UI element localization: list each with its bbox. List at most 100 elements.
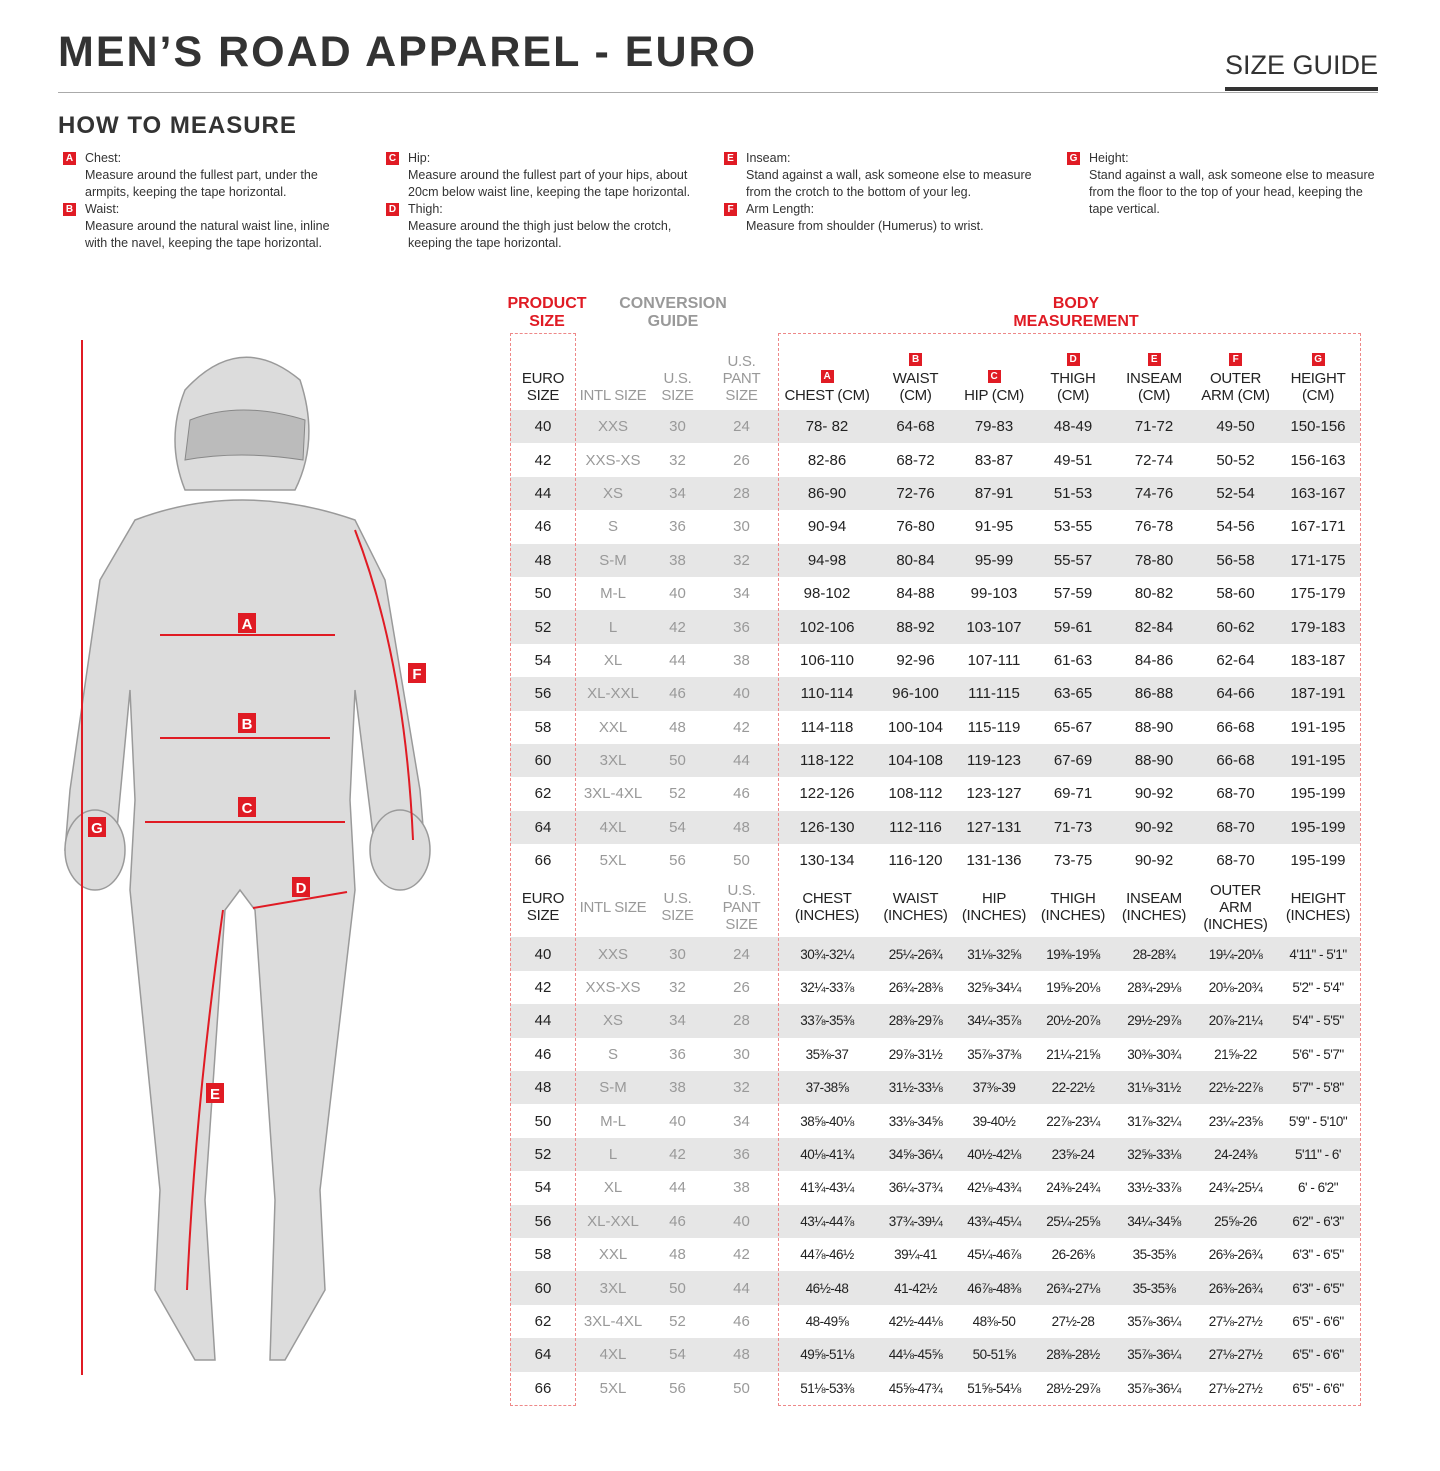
measure-item: E Inseam: Stand against a wall, ask someon… [721, 150, 1041, 201]
table-cell: 48⅜-50 [972, 1313, 1016, 1329]
table-cell: 30 [733, 1045, 750, 1063]
table-cell: 175-179 [1290, 585, 1346, 603]
table-cell: S [607, 518, 618, 536]
column-letter-badge: F [1229, 353, 1242, 366]
table-row: 46 S 36 30 35⅜-37 29⅞-31½ 35⅞-37⅜ 21¼-21⅝ 30⅜-30… [510, 1038, 1360, 1071]
table-cell: 62-64 [1216, 651, 1255, 669]
table-cell: 42 [650, 1137, 705, 1172]
table-cell: 45¼-46⅞ [967, 1247, 1021, 1263]
table-cell: 24⅜-24¾ [1046, 1180, 1100, 1196]
table-cell: 68-70 [1216, 785, 1255, 803]
measure-item: A Chest: Measure around the fullest part, … [60, 150, 350, 201]
table-row: 60 3XL 50 44 118-122 104-108 119-123 67-69 88-90… [510, 743, 1360, 778]
column-letter-badge: G [1311, 353, 1325, 366]
table-cell: 56 [669, 852, 686, 870]
table-cell: 30 [650, 410, 705, 444]
table-cell: 24¾-25¼ [1208, 1180, 1263, 1196]
table-cell: 24 [705, 937, 778, 971]
table-cell: 49⅝-51⅛ [778, 1338, 876, 1372]
table-cell: 41¾-43¼ [800, 1180, 854, 1196]
table-cell: 92-96 [896, 651, 935, 669]
column-header-label: U.S. SIZE [661, 370, 694, 404]
table-cell: 4XL [576, 810, 650, 845]
table-cell: 84-86 [1134, 651, 1174, 669]
figure-label-badge [408, 663, 426, 683]
table-cell: 56-58 [1195, 543, 1276, 577]
table-cell: 5'2" - 5'4" [1292, 980, 1344, 996]
measure-column: G Height: Stand against a wall, ask someon… [1064, 150, 1384, 218]
table-cell: 48 [705, 810, 778, 845]
column-header-label: INTL SIZE [579, 387, 647, 404]
column-letter-badge: C [987, 370, 1001, 383]
header-row: EURO SIZE INTL SIZE U.S. SIZE U.S. PANT SIZ… [510, 877, 1360, 937]
table-cell: 50 [534, 1112, 552, 1130]
table-cell: 64 [510, 1338, 576, 1372]
table-cell: 26 [733, 979, 750, 997]
table-cell: 21⅝-22 [1214, 1046, 1257, 1062]
table-cell: 122-126 [799, 785, 855, 803]
table-cell: 195-199 [1290, 852, 1346, 870]
table-cell: 32 [669, 979, 686, 997]
table-cell: 20⅛-20¾ [1208, 980, 1263, 996]
table-cell: 34⅝-36¼ [876, 1137, 955, 1172]
table-cell: 6'3" - 6'5" [1276, 1271, 1360, 1305]
measure-column: A Chest: Measure around the fullest part, … [60, 150, 350, 252]
figure-label-badge [88, 817, 106, 837]
table-cell: 6'5" - 6'6" [1292, 1380, 1344, 1396]
column-header: INTL SIZE [576, 877, 650, 937]
measure-item: G Height: Stand against a wall, ask someon… [1064, 150, 1384, 218]
table-cell: 106-110 [800, 651, 854, 669]
table-cell: 40 [705, 677, 778, 711]
table-cell: 32 [705, 543, 778, 577]
table-cell: 86-88 [1113, 677, 1195, 711]
table-cell: 76-78 [1134, 518, 1174, 536]
table-cell: 126-130 [778, 810, 876, 845]
table-cell: 34 [650, 1004, 705, 1038]
table-cell: XL-XXL [576, 1204, 650, 1238]
table-cell: 6'5" - 6'6" [1276, 1338, 1360, 1372]
conversion-guide-heading: CONVERSION GUIDE [619, 295, 727, 330]
table-cell: 39-40½ [972, 1113, 1016, 1129]
table-cell: 26-26⅜ [1051, 1247, 1095, 1263]
table-cell: 43¾-45¼ [955, 1204, 1033, 1238]
table-cell: 66 [534, 852, 552, 870]
table-row: 48 S-M 38 32 37-38⅝ 31½-33⅛ 37⅜-39 22-22½ 31⅛-31… [510, 1071, 1360, 1105]
table-cell: 30 [650, 937, 705, 971]
table-cell: 84-88 [896, 585, 935, 603]
table-row: 66 5XL 56 50 51⅛-53⅜ 45⅝-47¾ 51⅝-54⅛ 28½-29⅞ 35⅞… [510, 1372, 1360, 1405]
table-cell: 50-52 [1216, 451, 1255, 469]
table-cell: 38 [650, 1071, 705, 1105]
table-cell: 30 [733, 518, 750, 536]
column-header-label: INSEAM (CM) [1126, 370, 1182, 404]
column-header: D THIGH (CM) [1033, 336, 1113, 410]
table-cell: 5'9" - 5'10" [1288, 1113, 1348, 1129]
column-header: INTL SIZE [576, 336, 650, 410]
table-cell: 46⅞-48⅜ [955, 1271, 1033, 1305]
column-header-label: HIP (CM) [964, 387, 1024, 404]
table-cell: 34 [733, 1112, 750, 1130]
column-header-label: HIP (INCHES) [961, 890, 1027, 925]
table-cell: 4'11" - 5'1" [1276, 937, 1360, 971]
column-header-label: U.S. PANT SIZE [722, 353, 761, 404]
column-header: CHEST (INCHES) [778, 877, 876, 937]
table-cell: 54 [534, 1179, 552, 1197]
column-header: F OUTER ARM (CM) [1195, 336, 1276, 410]
column-header-label: CHEST (INCHES) [794, 890, 860, 925]
table-cell: 45⅝-47¾ [888, 1380, 943, 1396]
table-cell: 24 [705, 410, 778, 444]
table-cell: XXS-XS [585, 451, 641, 469]
table-cell: 107-111 [967, 651, 1021, 669]
measure-column: C Hip: Measure around the fullest part of … [383, 150, 703, 252]
table-cell: 103-107 [955, 610, 1033, 644]
table-cell: XS [576, 476, 650, 511]
table-cell: 43¼-44⅞ [778, 1204, 876, 1238]
table-cell: 57-59 [1053, 585, 1093, 603]
table-row: 62 3XL-4XL 52 46 48-49⅝ 42½-44⅛ 48⅜-50 27½-28 35… [510, 1305, 1360, 1338]
measure-name: Height: [1089, 151, 1129, 165]
table-cell: 46 [650, 677, 705, 711]
table-row: 40 XXS 30 24 78- 82 64-68 79-83 48-49 71-72 49-50… [510, 410, 1360, 444]
table-cell: 28 [705, 1004, 778, 1038]
table-cell: 41-42½ [876, 1271, 955, 1305]
table-cell: 22⅞-23¼ [1046, 1113, 1100, 1129]
divider [58, 92, 1378, 93]
